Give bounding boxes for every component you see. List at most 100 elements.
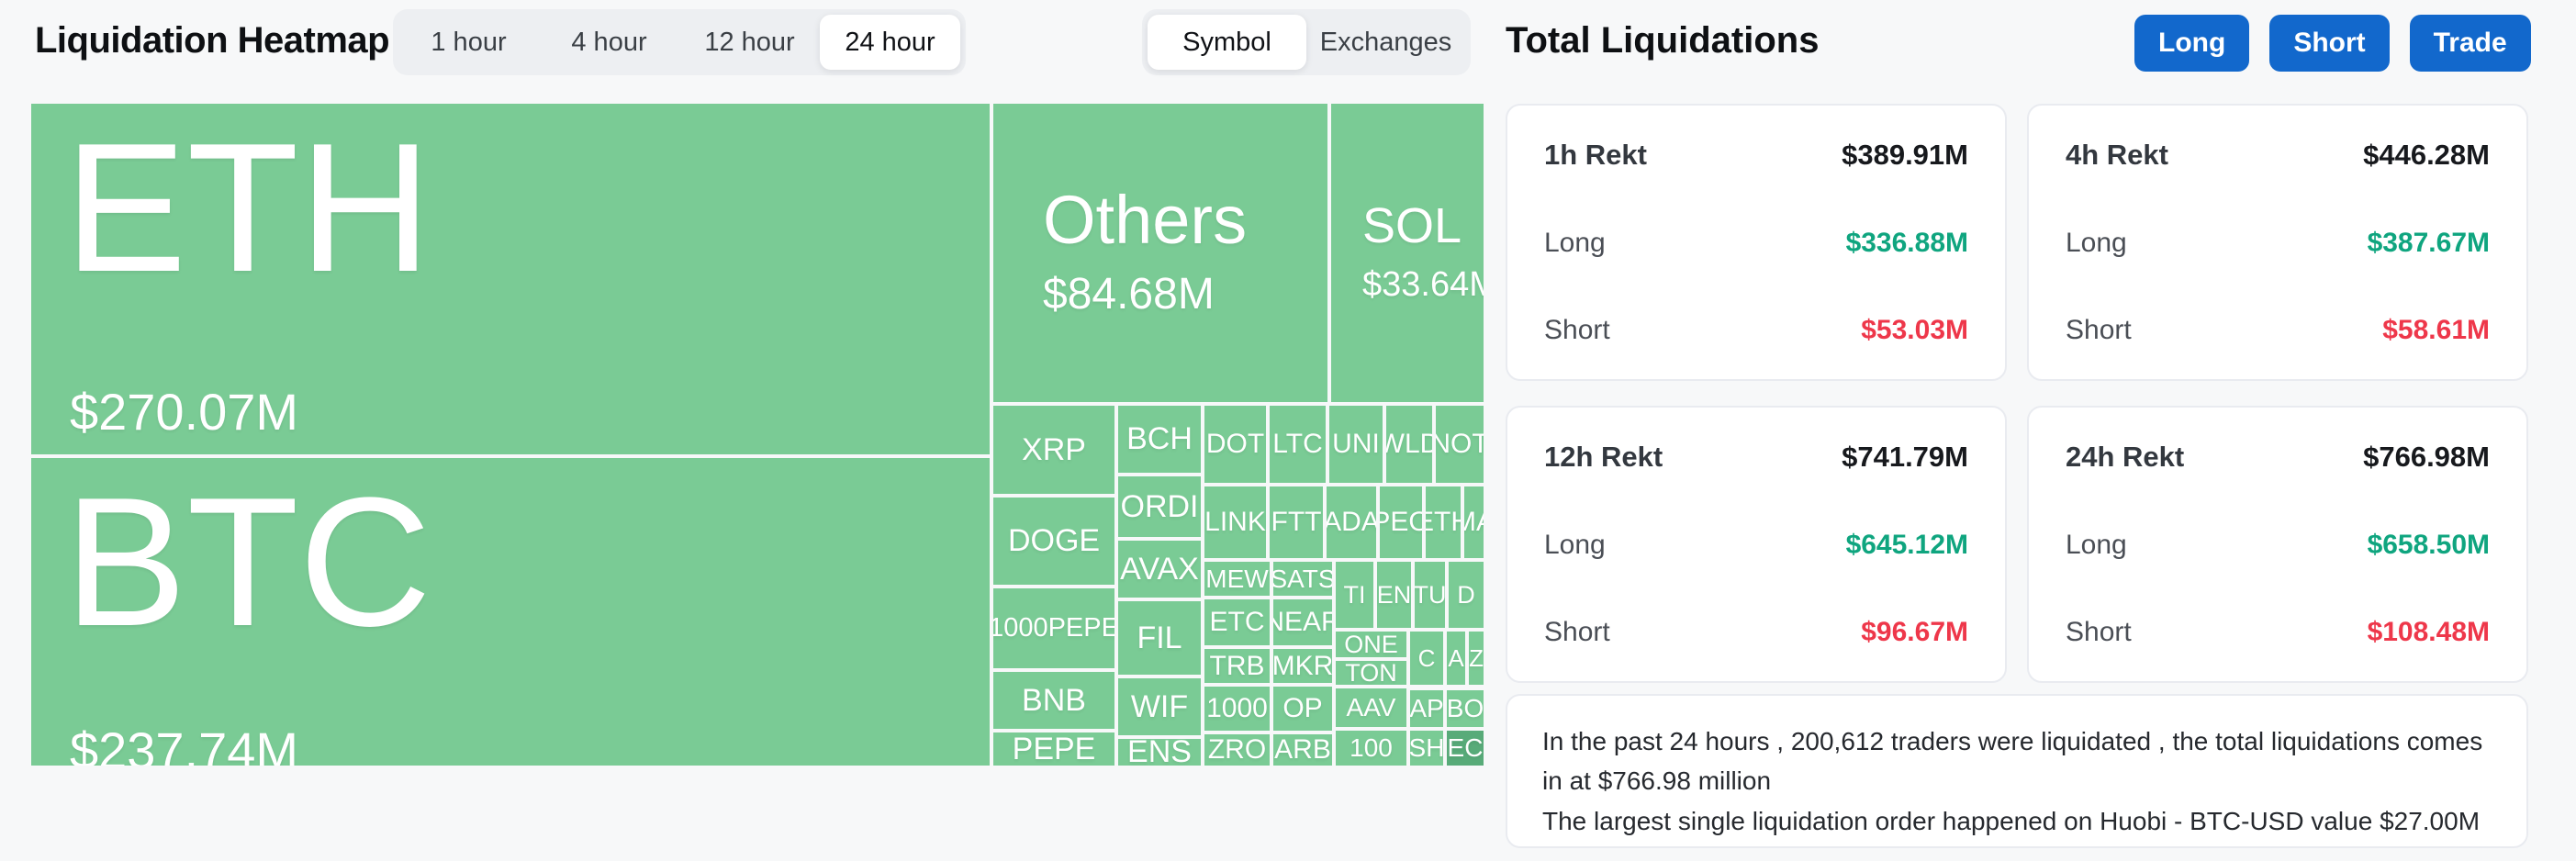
- treemap-cell-ec[interactable]: EC: [1447, 731, 1484, 766]
- time-tab-4-hour[interactable]: 4 hour: [571, 27, 647, 57]
- treemap-cell-z[interactable]: Z: [1469, 632, 1484, 685]
- treemap-cell-ton[interactable]: TON: [1336, 661, 1406, 685]
- long-button[interactable]: Long: [2134, 15, 2250, 72]
- treemap-cell-label: UNI: [1332, 429, 1380, 459]
- treemap-cell-bch[interactable]: BCH: [1118, 406, 1201, 473]
- treemap-cell-dot[interactable]: DOT: [1204, 406, 1266, 483]
- time-tab-1-hour[interactable]: 1 hour: [431, 27, 507, 57]
- stat-card-12h-rekt: 12h Rekt $741.79M Long $645.12M Short $96.67M: [1506, 406, 2007, 683]
- treemap-cell-label: SATS: [1273, 564, 1332, 593]
- treemap-cell-eth[interactable]: ETH $270.07M: [31, 104, 990, 454]
- treemap-cell-arb[interactable]: ARB: [1273, 734, 1332, 766]
- treemap-cell-1000[interactable]: 1000: [1204, 687, 1270, 731]
- treemap-cell-d[interactable]: D: [1449, 562, 1484, 628]
- treemap-cell-peo[interactable]: PEO: [1380, 486, 1422, 558]
- treemap-cell-avax[interactable]: AVAX: [1118, 541, 1201, 598]
- treemap-cell-trb[interactable]: TRB: [1204, 649, 1270, 683]
- treemap-cell-label: SH: [1410, 733, 1443, 762]
- stat-card-header-row: 24h Rekt $766.98M: [2066, 441, 2490, 474]
- stat-card-title: 4h Rekt: [2066, 139, 2168, 171]
- treemap-cell-ftt[interactable]: FTT: [1270, 486, 1323, 558]
- stat-card-4h-rekt: 4h Rekt $446.28M Long $387.67M Short $58.61M: [2027, 104, 2528, 381]
- treemap-cell-etc[interactable]: ETC: [1204, 599, 1270, 645]
- treemap-cell-1000pepe[interactable]: 1000PEPE: [993, 588, 1114, 668]
- stat-card-header-row: 1h Rekt $389.91M: [1544, 139, 1968, 172]
- treemap-cell-wld[interactable]: WLD: [1386, 406, 1432, 483]
- stat-card-header-row: 12h Rekt $741.79M: [1544, 441, 1968, 474]
- treemap-cell-label: EC: [1447, 733, 1484, 762]
- treemap-cell-a[interactable]: A: [1447, 632, 1465, 685]
- short-button[interactable]: Short: [2269, 15, 2390, 72]
- treemap-cell-op[interactable]: OP: [1273, 687, 1332, 731]
- treemap-cell-label: AAV: [1346, 693, 1396, 721]
- stat-card-short-row: Short $53.03M: [1544, 315, 1968, 346]
- summary-line-2: The largest single liquidation order hap…: [1542, 806, 2481, 835]
- treemap-cell-en[interactable]: EN: [1377, 562, 1411, 628]
- stat-card-24h-rekt: 24h Rekt $766.98M Long $658.50M Short $108.48…: [2027, 406, 2528, 683]
- treemap-cell-bo[interactable]: BO: [1447, 690, 1484, 727]
- treemap-cell-value: $33.64M: [1362, 265, 1484, 304]
- treemap-cell-bnb[interactable]: BNB: [993, 672, 1114, 729]
- treemap-cell-mkr[interactable]: MKR: [1273, 649, 1332, 683]
- liquidation-treemap: ETH $270.07M BTC $237.74M Others $84.68M SOL $3…: [31, 104, 1484, 766]
- treemap-cell-tu[interactable]: TU: [1415, 562, 1445, 628]
- treemap-cell-doge[interactable]: DOGE: [993, 498, 1114, 585]
- treemap-cell-label: XRP: [1022, 431, 1086, 467]
- short-label: Short: [1544, 315, 1610, 345]
- treemap-cell-mew[interactable]: MEW: [1204, 562, 1270, 596]
- trade-button[interactable]: Trade: [2409, 15, 2531, 72]
- long-value: $336.88M: [1845, 228, 1968, 258]
- treemap-cell-label: ZRO: [1207, 734, 1267, 765]
- stat-card-short-row: Short $96.67M: [1544, 617, 1968, 648]
- view-toggle-exchanges[interactable]: Exchanges: [1319, 27, 1452, 57]
- short-value: $58.61M: [2382, 315, 2490, 345]
- treemap-cell-ordi[interactable]: ORDI: [1118, 476, 1201, 537]
- treemap-cell-link[interactable]: LINK: [1204, 486, 1266, 558]
- treemap-cell-ens[interactable]: ENS: [1118, 739, 1201, 766]
- treemap-cell-label: ARB: [1274, 734, 1331, 765]
- treemap-cell-wif[interactable]: WIF: [1118, 678, 1201, 735]
- view-toggle-symbol[interactable]: Symbol: [1148, 15, 1306, 70]
- treemap-cell-100[interactable]: 100: [1336, 731, 1406, 766]
- treemap-cell-sh[interactable]: SH: [1410, 731, 1443, 766]
- treemap-cell-ma[interactable]: MA: [1464, 486, 1484, 558]
- treemap-cell-near[interactable]: NEAR: [1273, 599, 1332, 645]
- treemap-cell-sats[interactable]: SATS: [1273, 562, 1332, 596]
- treemap-cell-ada[interactable]: ADA: [1327, 486, 1376, 558]
- treemap-cell-label: NEAR: [1273, 607, 1332, 637]
- treemap-cell-pepe[interactable]: PEPE: [993, 732, 1114, 766]
- stat-card-short-row: Short $58.61M: [2066, 315, 2490, 346]
- view-toggle-group: Symbol Exchanges: [1142, 9, 1471, 75]
- short-label: Short: [2066, 617, 2132, 647]
- treemap-cell-c[interactable]: C: [1410, 632, 1443, 685]
- stat-card-title: 1h Rekt: [1544, 139, 1647, 171]
- treemap-cell-label: MA: [1464, 507, 1484, 537]
- treemap-cell-ap[interactable]: AP: [1410, 690, 1443, 727]
- treemap-cell-btc[interactable]: BTC $237.74M: [31, 458, 990, 766]
- treemap-cell-value: $84.68M: [1043, 270, 1215, 319]
- treemap-cell-xrp[interactable]: XRP: [993, 406, 1114, 494]
- treemap-cell-sol[interactable]: SOL $33.64M: [1331, 104, 1484, 402]
- treemap-cell-label: LTC: [1272, 429, 1323, 459]
- treemap-cell-not[interactable]: NOT: [1436, 406, 1484, 483]
- treemap-cell-label: Others: [1043, 182, 1248, 258]
- treemap-cell-label: LINK: [1204, 507, 1266, 537]
- treemap-cell-uni[interactable]: UNI: [1329, 406, 1383, 483]
- treemap-cell-one[interactable]: ONE: [1336, 632, 1406, 657]
- treemap-cell-fil[interactable]: FIL: [1118, 601, 1201, 675]
- treemap-cell-label: SOL: [1362, 198, 1462, 253]
- time-tab-12-hour[interactable]: 12 hour: [704, 27, 795, 57]
- treemap-cell-eth[interactable]: ETH: [1426, 486, 1461, 558]
- stat-card-long-row: Long $645.12M: [1544, 530, 1968, 561]
- treemap-cell-ltc[interactable]: LTC: [1270, 406, 1326, 483]
- treemap-cell-zro[interactable]: ZRO: [1204, 734, 1270, 766]
- action-button-row: Long Short Trade: [2134, 15, 2531, 72]
- treemap-cell-label: AVAX: [1120, 551, 1199, 587]
- treemap-cell-aav[interactable]: AAV: [1336, 688, 1406, 727]
- treemap-cell-others[interactable]: Others $84.68M: [993, 104, 1327, 402]
- time-tab-24-hour[interactable]: 24 hour: [820, 15, 960, 70]
- stat-card-long-row: Long $387.67M: [2066, 228, 2490, 259]
- treemap-cell-label: NOT: [1436, 429, 1484, 459]
- treemap-cell-ti[interactable]: TI: [1336, 562, 1373, 628]
- treemap-cell-label: ETC: [1209, 607, 1265, 637]
